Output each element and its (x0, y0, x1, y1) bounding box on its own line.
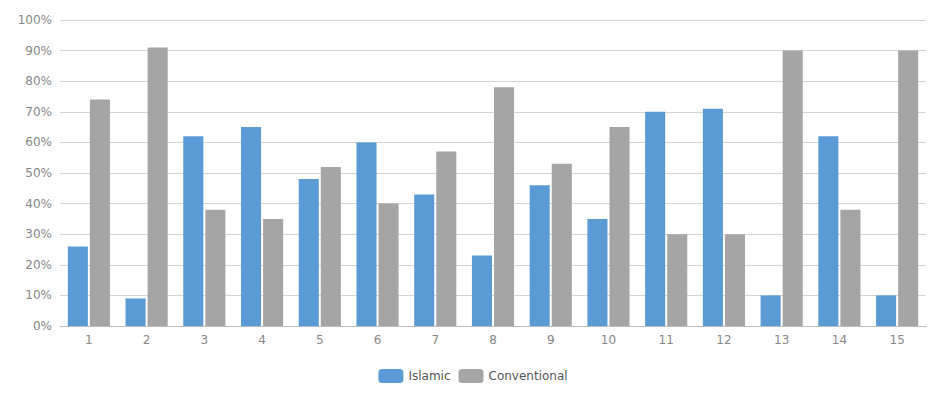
svg-text:0%: 0% (33, 319, 52, 333)
svg-text:7: 7 (431, 333, 439, 347)
svg-text:5: 5 (316, 333, 324, 347)
svg-text:6: 6 (374, 333, 382, 347)
svg-text:40%: 40% (25, 197, 52, 211)
svg-text:1: 1 (85, 333, 93, 347)
svg-text:70%: 70% (25, 105, 52, 119)
svg-text:3: 3 (201, 333, 209, 347)
svg-text:11: 11 (659, 333, 674, 347)
svg-text:15: 15 (889, 333, 904, 347)
svg-text:4: 4 (258, 333, 266, 347)
svg-text:80%: 80% (25, 74, 52, 88)
svg-text:20%: 20% (25, 258, 52, 272)
svg-text:12: 12 (716, 333, 731, 347)
svg-text:10: 10 (601, 333, 616, 347)
svg-text:30%: 30% (25, 227, 52, 241)
svg-text:14: 14 (832, 333, 847, 347)
svg-text:90%: 90% (25, 44, 52, 58)
svg-text:13: 13 (774, 333, 789, 347)
svg-text:50%: 50% (25, 166, 52, 180)
svg-text:Conventional: Conventional (489, 369, 568, 383)
svg-text:100%: 100% (18, 13, 52, 27)
svg-text:60%: 60% (25, 135, 52, 149)
svg-text:8: 8 (489, 333, 497, 347)
svg-text:10%: 10% (25, 288, 52, 302)
svg-text:9: 9 (547, 333, 555, 347)
svg-text:Islamic: Islamic (408, 369, 450, 383)
svg-text:2: 2 (143, 333, 151, 347)
